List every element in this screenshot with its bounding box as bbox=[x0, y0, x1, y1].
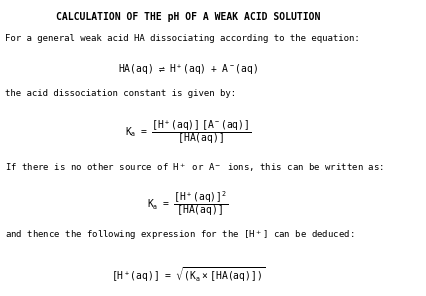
Text: CALCULATION OF THE pH OF A WEAK ACID SOLUTION: CALCULATION OF THE pH OF A WEAK ACID SOL… bbox=[55, 12, 319, 22]
Text: $\mathtt{K_a\ =\ \dfrac{[H^+(aq)]^2}{[HA(aq)]}}$: $\mathtt{K_a\ =\ \dfrac{[H^+(aq)]^2}{[HA… bbox=[147, 189, 228, 218]
Text: For a general weak acid HA dissociating according to the equation:: For a general weak acid HA dissociating … bbox=[5, 34, 359, 43]
Text: If there is no other source of H$^+$ or A$^-$ ions, this can be written as:: If there is no other source of H$^+$ or … bbox=[5, 161, 383, 174]
Text: $\mathtt{[H^+(aq)]\ =\ \sqrt{(K_a \times [HA(aq)])}}$: $\mathtt{[H^+(aq)]\ =\ \sqrt{(K_a \times… bbox=[110, 265, 265, 284]
Text: and thence the following expression for the [H$^+$] can be deduced:: and thence the following expression for … bbox=[5, 229, 354, 242]
Text: $\mathtt{K_a\ =\ \dfrac{[H^+(aq)]\,[A^-(aq)]}{[HA(aq)]}}$: $\mathtt{K_a\ =\ \dfrac{[H^+(aq)]\,[A^-(… bbox=[124, 119, 250, 146]
Text: $\mathtt{HA(aq)\ \rightleftharpoons\ H^+(aq)\ +\ A^-(aq)}$: $\mathtt{HA(aq)\ \rightleftharpoons\ H^+… bbox=[118, 63, 257, 77]
Text: the acid dissociation constant is given by:: the acid dissociation constant is given … bbox=[5, 89, 236, 98]
